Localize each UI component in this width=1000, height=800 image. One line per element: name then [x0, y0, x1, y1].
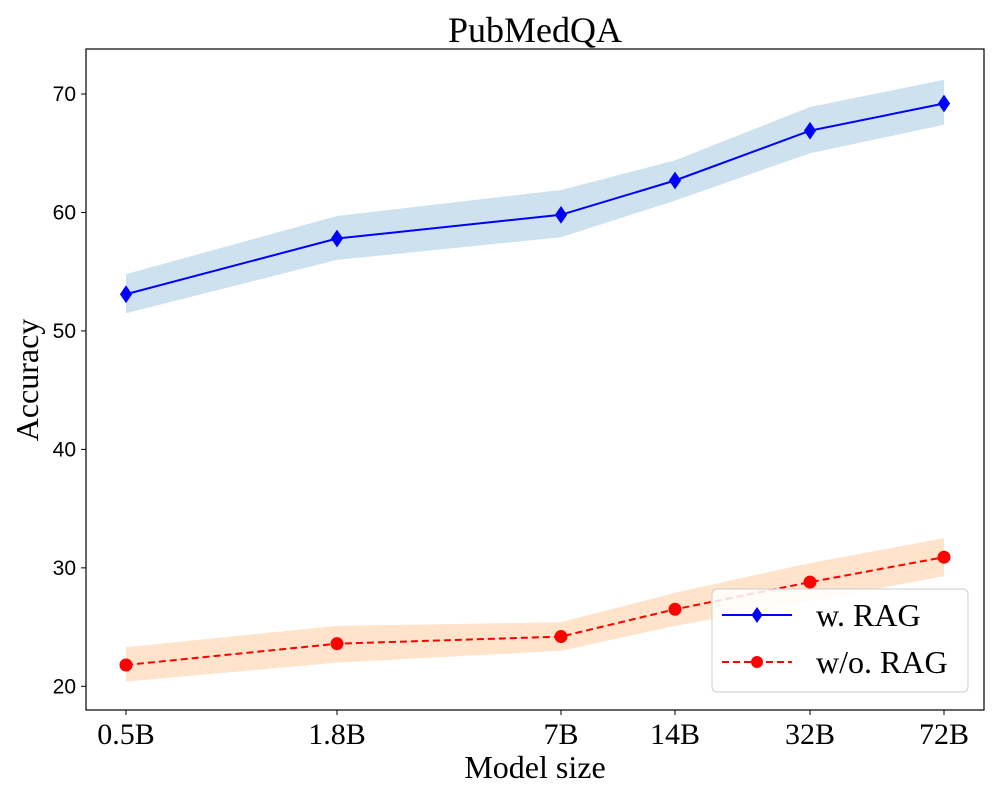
series-line-w-rag	[125, 102, 945, 296]
x-tick-label: 0.5B	[97, 718, 155, 751]
data-point-wo-rag	[330, 637, 344, 651]
series-line-wo-rag	[125, 556, 945, 666]
data-point-w-rag	[330, 229, 344, 248]
y-tick-label: 60	[53, 201, 76, 224]
confidence-band-w-rag	[126, 79, 944, 314]
data-point-wo-rag	[803, 575, 817, 589]
legend-label-wo-rag: w/o. RAG	[816, 644, 948, 680]
y-tick-label: 30	[53, 557, 76, 580]
x-tick-label: 7B	[543, 718, 578, 751]
confidence-band-wo-rag	[126, 538, 944, 682]
legend: w. RAG w/o. RAG	[711, 588, 969, 693]
legend-marker-w-rag	[751, 607, 763, 623]
chart-title: PubMedQA	[448, 10, 622, 50]
data-point-wo-rag	[119, 658, 133, 672]
y-axis-label: Accuracy	[9, 319, 45, 442]
legend-label-w-rag: w. RAG	[816, 597, 921, 633]
x-tick-label: 72B	[919, 718, 969, 751]
data-point-w-rag	[554, 205, 568, 224]
y-axis: 20 30 40 50 60 70	[53, 83, 86, 698]
x-axis-label: Model size	[464, 749, 605, 785]
plot-area	[119, 79, 951, 682]
data-point-w-rag	[668, 171, 682, 190]
y-tick-label: 50	[53, 320, 76, 343]
y-tick-label: 40	[53, 438, 76, 461]
plot-frame	[85, 48, 985, 711]
x-axis: 0.5B 1.8B 7B 14B 32B 72B	[97, 710, 969, 751]
x-tick-label: 1.8B	[308, 718, 366, 751]
data-point-w-rag	[803, 121, 817, 140]
legend-marker-wo-rag	[751, 656, 763, 668]
data-point-w-rag	[937, 94, 951, 113]
data-point-wo-rag	[554, 630, 568, 644]
data-point-w-rag	[119, 285, 133, 304]
data-point-wo-rag	[668, 602, 682, 616]
x-tick-label: 14B	[650, 718, 700, 751]
data-point-wo-rag	[937, 550, 951, 564]
x-tick-label: 32B	[785, 718, 835, 751]
y-tick-label: 20	[53, 675, 76, 698]
y-tick-label: 70	[53, 83, 76, 106]
